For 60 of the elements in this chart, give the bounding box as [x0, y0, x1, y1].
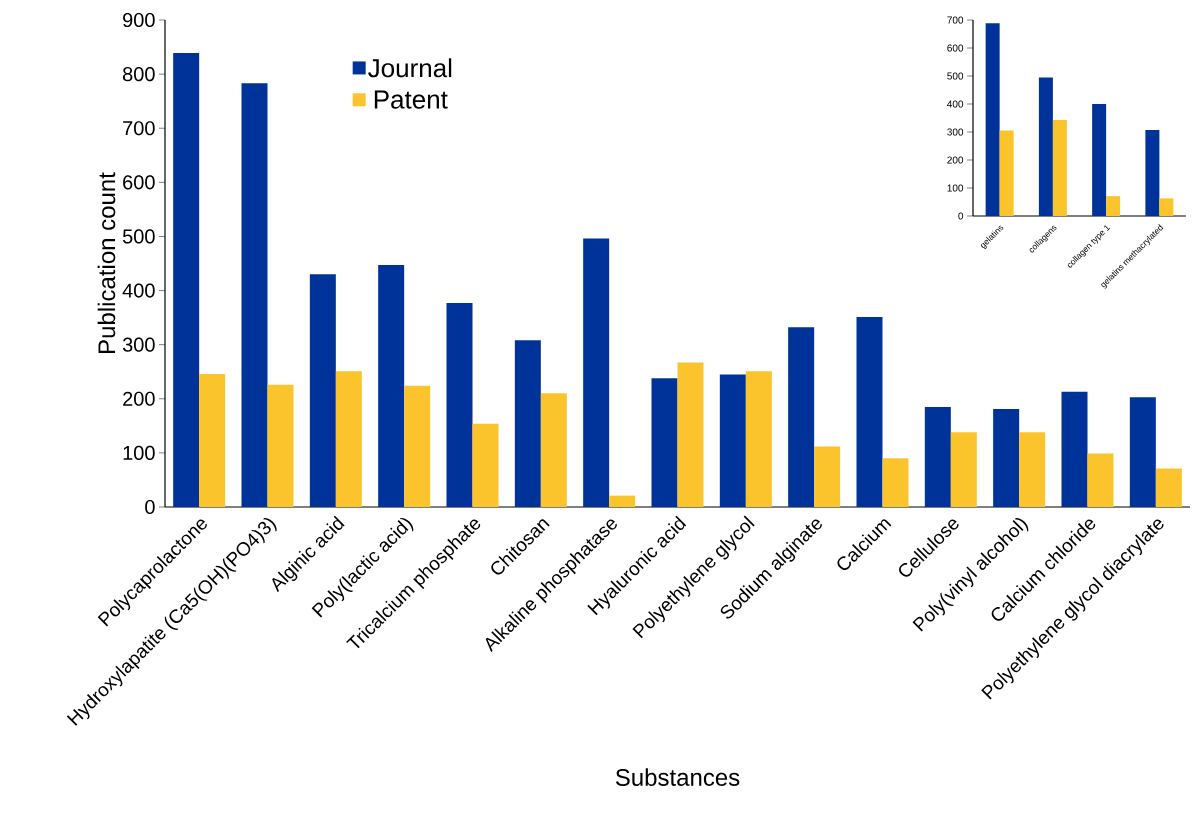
bar	[540, 393, 567, 507]
bar	[1092, 104, 1107, 216]
bar	[241, 83, 268, 507]
bar	[924, 406, 951, 507]
y-tick-label: 900	[123, 12, 155, 28]
y-tick-label: 0	[958, 212, 964, 220]
legend-label: Patent	[374, 90, 448, 109]
bar	[1052, 119, 1067, 216]
bar	[651, 378, 678, 507]
bar	[335, 371, 362, 507]
bar	[404, 385, 431, 507]
bar	[472, 423, 499, 507]
bar	[1061, 391, 1088, 507]
y-tick-label: 600	[123, 175, 155, 190]
bar	[1129, 397, 1156, 507]
bar	[309, 274, 336, 507]
y-tick-label: 100	[123, 445, 155, 460]
y-tick-label: 100	[947, 184, 964, 192]
bar	[1159, 198, 1174, 216]
bar	[856, 317, 883, 507]
bar	[378, 265, 405, 507]
bar	[1038, 77, 1053, 216]
y-tick-label: 400	[947, 100, 964, 108]
bar	[514, 340, 541, 507]
bar	[1155, 468, 1182, 507]
y-tick-label: 200	[123, 391, 155, 406]
bar	[1145, 130, 1160, 216]
bar	[583, 238, 610, 507]
bar	[1019, 432, 1046, 507]
legend-label: Journal	[368, 58, 452, 78]
y-tick-label: 700	[123, 121, 155, 136]
y-tick-label: 200	[947, 156, 964, 164]
bar	[788, 327, 815, 507]
y-tick-label: 0	[145, 499, 155, 515]
y-axis-title: Publication count	[97, 172, 116, 353]
y-tick-label: 400	[122, 283, 155, 298]
bar	[985, 23, 1000, 216]
bar	[999, 130, 1014, 216]
y-tick-label: 300	[947, 128, 964, 136]
bar	[745, 371, 772, 507]
bar	[814, 446, 841, 507]
bar	[173, 53, 200, 507]
bar	[719, 374, 746, 507]
bar	[993, 409, 1020, 507]
bar	[1087, 453, 1114, 507]
y-tick-label: 500	[122, 229, 155, 244]
bar	[1106, 196, 1121, 216]
y-tick-label: 600	[947, 44, 964, 52]
bar	[446, 303, 473, 507]
bar	[677, 362, 704, 507]
y-tick-label: 500	[947, 72, 964, 80]
bar	[950, 432, 977, 507]
bar	[199, 373, 226, 507]
bar	[267, 384, 294, 507]
bar	[882, 458, 909, 507]
bar	[609, 495, 636, 507]
x-axis-title: Substances	[615, 768, 740, 786]
y-tick-label: 700	[947, 16, 964, 24]
y-tick-label: 300	[122, 337, 155, 352]
y-tick-label: 800	[122, 67, 155, 82]
